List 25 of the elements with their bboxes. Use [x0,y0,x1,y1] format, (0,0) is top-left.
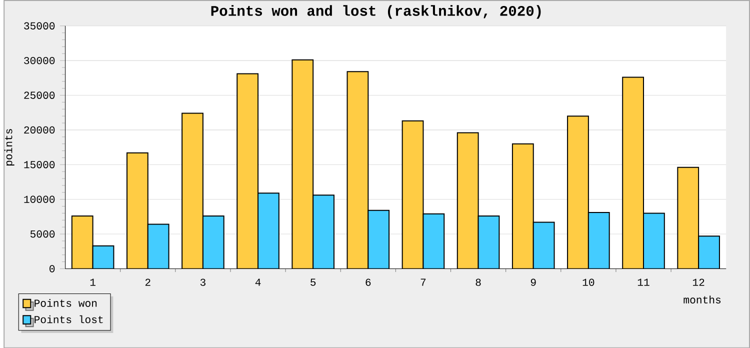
x-tick-label: 4 [255,278,261,286]
x-tick-label: 7 [420,278,426,286]
x-tick-label: 1 [90,278,96,286]
legend-label: Points won [34,298,97,307]
y-axis-title: points [4,128,14,166]
y-tick-label: 5000 [30,230,55,238]
x-tick-label: 10 [582,278,594,286]
y-tick-label: 25000 [24,92,55,99]
x-tick-label: 2 [145,278,150,286]
y-tick-label: 15000 [24,160,55,168]
x-tick-label: 6 [366,278,371,286]
x-tick-label: 11 [638,278,650,286]
x-tick-label: 9 [530,278,536,286]
chart-title: Points won and lost (rasklnikov, 2020) [211,4,541,19]
x-tick-label: 12 [692,278,704,286]
y-tick-label: 0 [50,264,55,272]
x-tick-label: 3 [200,278,206,286]
y-tick-label: 35000 [24,22,55,30]
legend-label: Points lost [34,315,103,324]
x-axis-title: months [684,295,721,304]
x-tick-label: 5 [310,278,316,286]
y-tick-label: 20000 [24,126,55,134]
y-tick-label: 10000 [24,196,55,203]
x-tick-label: 8 [476,278,481,286]
y-tick-label: 30000 [24,56,55,64]
